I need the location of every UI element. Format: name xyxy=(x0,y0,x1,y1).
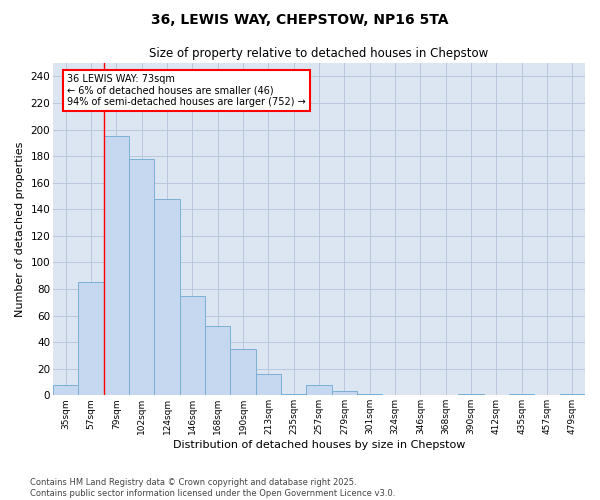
Text: 36 LEWIS WAY: 73sqm
← 6% of detached houses are smaller (46)
94% of semi-detache: 36 LEWIS WAY: 73sqm ← 6% of detached hou… xyxy=(67,74,306,107)
Bar xyxy=(154,198,180,396)
Bar xyxy=(458,394,484,396)
Bar xyxy=(53,384,79,396)
Bar xyxy=(256,374,281,396)
Bar xyxy=(357,394,382,396)
Bar xyxy=(307,384,332,396)
Bar xyxy=(79,282,104,396)
Text: 36, LEWIS WAY, CHEPSTOW, NP16 5TA: 36, LEWIS WAY, CHEPSTOW, NP16 5TA xyxy=(151,12,449,26)
Bar xyxy=(180,296,205,396)
Bar xyxy=(230,349,256,396)
Y-axis label: Number of detached properties: Number of detached properties xyxy=(15,142,25,317)
Bar xyxy=(104,136,129,396)
Bar xyxy=(332,392,357,396)
X-axis label: Distribution of detached houses by size in Chepstow: Distribution of detached houses by size … xyxy=(173,440,465,450)
Bar xyxy=(560,394,585,396)
Bar xyxy=(281,394,307,396)
Bar xyxy=(129,158,154,396)
Bar xyxy=(509,394,535,396)
Text: Contains HM Land Registry data © Crown copyright and database right 2025.
Contai: Contains HM Land Registry data © Crown c… xyxy=(30,478,395,498)
Title: Size of property relative to detached houses in Chepstow: Size of property relative to detached ho… xyxy=(149,48,488,60)
Bar xyxy=(205,326,230,396)
